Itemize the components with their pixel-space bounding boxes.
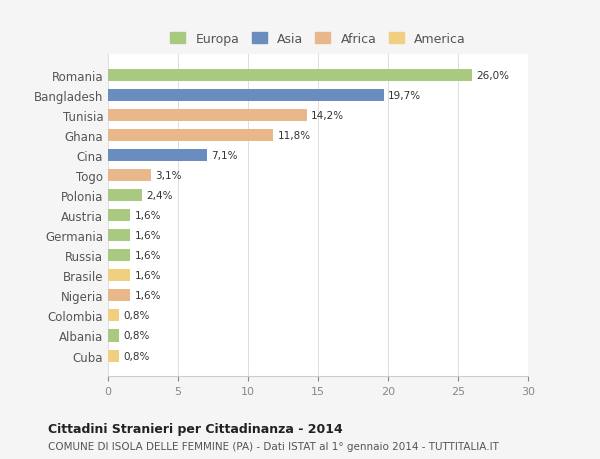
Text: 0,8%: 0,8% [124,311,150,321]
Bar [108,270,130,282]
Text: 11,8%: 11,8% [277,131,311,141]
Text: 26,0%: 26,0% [476,71,509,81]
Text: 0,8%: 0,8% [124,351,150,361]
Bar [108,170,151,182]
Bar [108,250,130,262]
Bar [108,210,130,222]
Bar [108,150,208,162]
Text: 14,2%: 14,2% [311,111,344,121]
Bar [108,230,130,242]
Text: 1,6%: 1,6% [134,291,161,301]
Bar [108,110,307,122]
Text: 1,6%: 1,6% [134,231,161,241]
Legend: Europa, Asia, Africa, America: Europa, Asia, Africa, America [167,29,469,50]
Text: 3,1%: 3,1% [155,171,182,181]
Bar [108,330,119,342]
Bar [108,130,273,142]
Text: 1,6%: 1,6% [134,271,161,281]
Bar [108,90,384,102]
Text: 1,6%: 1,6% [134,251,161,261]
Text: 1,6%: 1,6% [134,211,161,221]
Bar [108,70,472,82]
Text: 0,8%: 0,8% [124,331,150,341]
Bar [108,310,119,322]
Text: 19,7%: 19,7% [388,91,421,101]
Text: 2,4%: 2,4% [146,191,172,201]
Bar [108,190,142,202]
Text: COMUNE DI ISOLA DELLE FEMMINE (PA) - Dati ISTAT al 1° gennaio 2014 - TUTTITALIA.: COMUNE DI ISOLA DELLE FEMMINE (PA) - Dat… [48,441,499,451]
Text: Cittadini Stranieri per Cittadinanza - 2014: Cittadini Stranieri per Cittadinanza - 2… [48,422,343,435]
Bar [108,350,119,362]
Bar [108,290,130,302]
Text: 7,1%: 7,1% [212,151,238,161]
